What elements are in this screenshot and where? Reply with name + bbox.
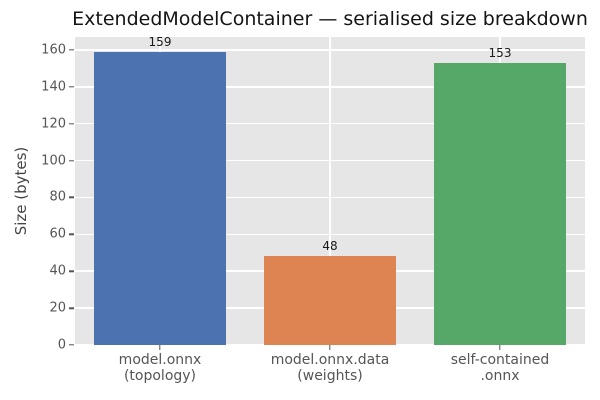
y-tick-label: 40 (49, 263, 66, 279)
y-tick-mark (69, 49, 74, 51)
x-tick-label: self-contained .onnx (451, 352, 549, 384)
x-tick-label: model.onnx.data (weights) (271, 352, 390, 384)
y-tick-label: 60 (49, 226, 66, 242)
x-tick-label-line: .onnx (480, 368, 520, 384)
x-tick-label-line: model.onnx (118, 352, 202, 368)
y-tick-label: 0 (57, 337, 66, 353)
bar-value-label: 48 (322, 239, 338, 254)
x-tick-label: model.onnx (topology) (119, 352, 202, 384)
y-tick-mark (69, 307, 74, 309)
y-tick-label: 160 (41, 42, 66, 58)
y-tick-mark (69, 233, 74, 236)
x-tick-mark (159, 345, 161, 350)
y-tick-mark (69, 196, 74, 199)
y-tick-label: 120 (41, 116, 66, 132)
y-tick-label: 140 (41, 79, 66, 95)
y-tick-mark (69, 122, 74, 125)
y-tick-mark (69, 270, 74, 272)
y-axis-label: Size (bytes) (12, 146, 30, 236)
y-tick-mark (69, 344, 74, 346)
chart-title: ExtendedModelContainer — serialised size… (72, 8, 588, 30)
bar-model.onnx.data (263, 256, 397, 345)
bar-self-contained (433, 62, 567, 345)
bar-value-label: 153 (488, 45, 512, 60)
gridline-vertical (329, 37, 331, 345)
plot-area (75, 37, 585, 345)
y-tick-label: 100 (41, 153, 66, 169)
y-tick-mark (69, 159, 74, 162)
y-tick-label: 80 (49, 189, 66, 205)
y-tick-label: 20 (49, 300, 66, 316)
bar-value-label: 159 (148, 34, 172, 49)
x-tick-mark (329, 345, 331, 350)
bar-model.onnx (93, 51, 227, 345)
y-tick-mark (69, 86, 74, 88)
x-tick-label-line: (topology) (123, 368, 197, 384)
x-tick-label-line: (weights) (297, 368, 363, 384)
x-tick-label-line: self-contained (450, 352, 550, 368)
x-tick-mark (499, 345, 501, 350)
x-tick-label-line: model.onnx.data (270, 352, 390, 368)
